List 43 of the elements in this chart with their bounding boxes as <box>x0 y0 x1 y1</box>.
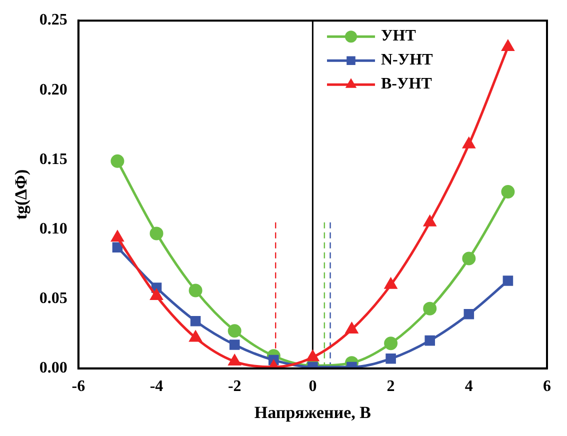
point <box>424 216 436 226</box>
point <box>502 276 514 286</box>
y-tick-label: 0.25 <box>39 12 68 29</box>
legend-label: N-УНТ <box>381 52 434 69</box>
point <box>190 316 201 326</box>
point <box>462 252 476 266</box>
point <box>112 242 123 253</box>
x-tick-label: 4 <box>464 378 473 396</box>
point <box>386 354 396 364</box>
x-tick-label: -2 <box>228 378 242 396</box>
point <box>228 354 241 366</box>
x-tick-label: 2 <box>386 378 395 396</box>
x-tick-label: 6 <box>543 378 551 396</box>
x-axis-title: Напряжение, В <box>254 403 371 422</box>
legend-label: B-УНТ <box>381 76 432 93</box>
point <box>190 331 202 342</box>
point <box>424 335 435 346</box>
point <box>228 324 242 338</box>
point <box>111 230 124 242</box>
legend-label: УНТ <box>381 28 416 45</box>
point <box>501 184 515 198</box>
x-tick-label: 0 <box>308 378 317 396</box>
x-tick-label: -4 <box>150 378 164 396</box>
point <box>150 226 164 240</box>
y-tick-label: 0.20 <box>39 81 68 98</box>
point <box>346 322 358 334</box>
point <box>384 336 398 350</box>
point <box>229 340 240 350</box>
x-tick-label: -6 <box>72 378 86 396</box>
point <box>464 309 474 320</box>
point <box>306 350 319 362</box>
y-tick-label: 0.15 <box>39 150 68 168</box>
point <box>502 40 514 52</box>
point <box>384 278 397 289</box>
point <box>462 138 475 148</box>
y-tick-label: 0.00 <box>39 360 68 377</box>
y-tick-label: 0.10 <box>39 220 68 238</box>
y-axis-title: tg(ΔΦ) <box>12 169 31 220</box>
point <box>110 154 124 168</box>
point <box>423 302 437 316</box>
point <box>188 284 202 298</box>
point <box>150 289 163 300</box>
y-tick-label: 0.05 <box>39 290 68 307</box>
